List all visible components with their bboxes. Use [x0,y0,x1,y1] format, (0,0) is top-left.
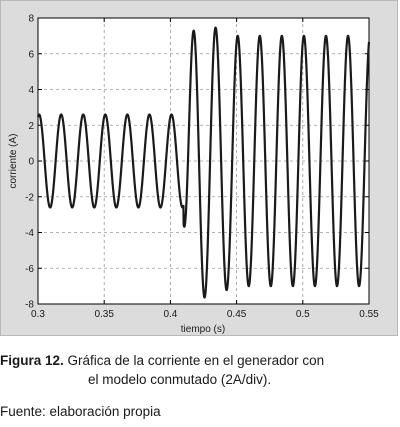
x-tick-label: 0.5 [296,309,310,320]
caption-text-line1: Gráfica de la corriente en el generador … [63,353,325,368]
y-tick-label: -6 [25,264,34,275]
y-tick-label: 6 [28,49,34,60]
y-tick-label: 4 [28,85,34,96]
y-tick-label: -8 [25,300,34,311]
y-tick-label: 0 [28,157,34,168]
caption-label: Figura 12. [0,353,64,368]
caption-text-line2: el modelo conmutado (2A/div). [88,372,272,387]
series-line-current [36,26,371,299]
current-chart: 0.3 0.35 0.4 0.45 0.5 0.55 -8 -6 -4 -2 0 2 4 6 8 tiemp… [8,14,379,336]
y-tick-label: -2 [25,192,34,203]
y-axis-label: corriente (A) [8,133,19,188]
x-tick-label: 0.3 [31,309,45,320]
x-tick-label: 0.35 [94,309,114,320]
x-tick-label: 0.55 [359,309,379,320]
figure-frame: 0.3 0.35 0.4 0.45 0.5 0.55 -8 -6 -4 -2 0 2 4 6 8 tiemp… [0,0,398,336]
x-axis-label: tiempo (s) [181,324,225,335]
axis-ticks: 0.3 0.35 0.4 0.45 0.5 0.55 -8 -6 -4 -2 0 2 4 6 8 [25,14,379,321]
y-tick-label: -4 [25,228,34,239]
y-tick-label: 2 [28,121,34,132]
figure-source: Fuente: elaboración propia [0,404,161,419]
x-tick-label: 0.4 [163,309,177,320]
caption-text-line2-row: el modelo conmutado (2A/div). [0,371,400,389]
figure-caption: Figura 12. Gráfica de la corriente en el… [0,352,400,370]
x-tick-label: 0.45 [227,309,247,320]
grid-lines [38,18,369,304]
y-tick-label: 8 [28,14,34,25]
